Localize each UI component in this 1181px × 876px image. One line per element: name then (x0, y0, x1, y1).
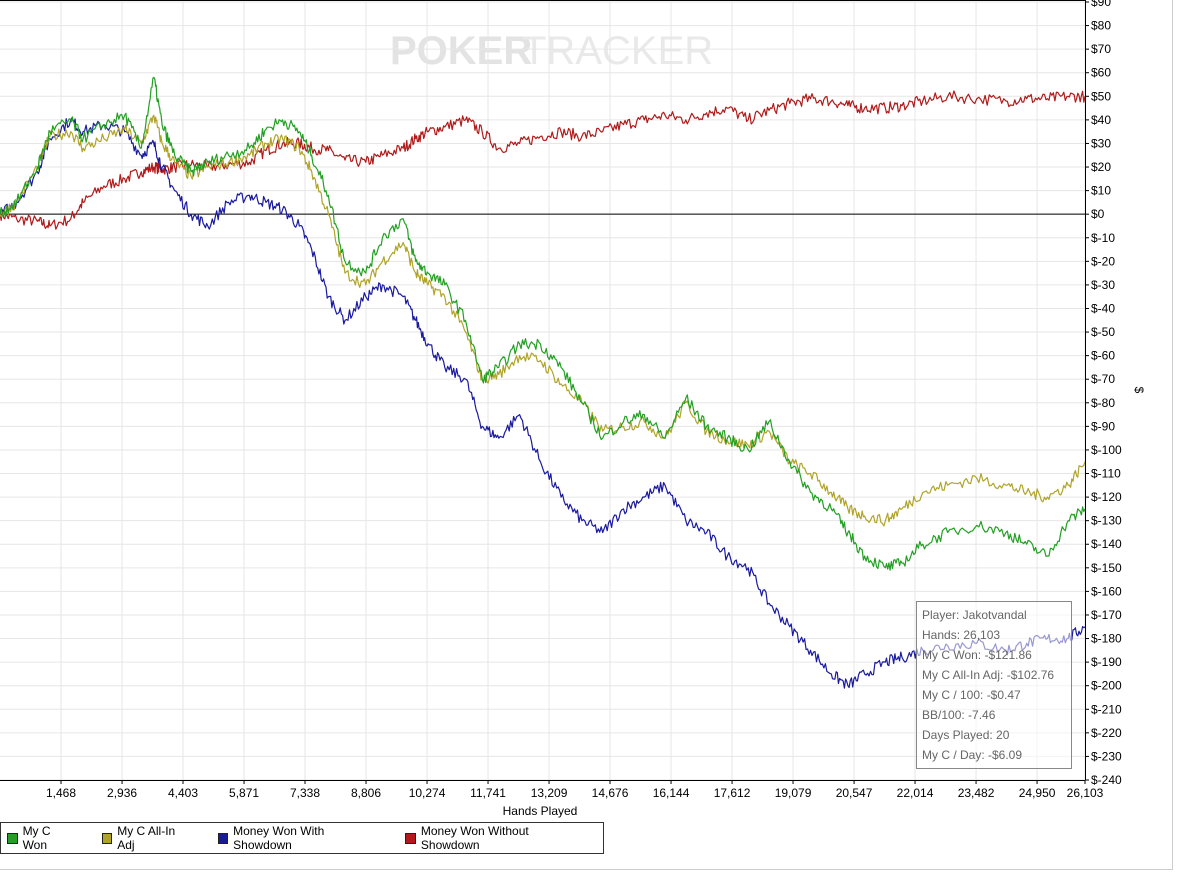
tooltip-bb100: BB/100: -7.46 (922, 708, 996, 722)
tooltip-per100: My C / 100: -$0.47 (922, 688, 1021, 702)
series-line-0 (0, 76, 1086, 571)
legend-label: Money Won With Showdown (233, 824, 325, 852)
panel-right-border (1172, 0, 1173, 870)
x-tick-label: 26,103 (1067, 786, 1104, 800)
y-tick-label: $-30 (1091, 278, 1115, 292)
y-tick-label: $-20 (1091, 254, 1115, 268)
y-tick-label: $50 (1091, 89, 1111, 103)
x-tick-label: 14,676 (592, 786, 629, 800)
x-tick-label: 17,612 (714, 786, 751, 800)
y-tick-label: $-220 (1091, 726, 1122, 740)
y-tick-label: $-70 (1091, 372, 1115, 386)
y-tick-label: $30 (1091, 136, 1111, 150)
y-tick-label: $-10 (1091, 231, 1115, 245)
hover-tooltip: Player: Jakotvandal Hands: 26,103 My C W… (916, 601, 1072, 769)
watermark-part1: POKER (390, 29, 532, 73)
y-tick-label: $-120 (1091, 490, 1122, 504)
y-tick-label: $-170 (1091, 608, 1122, 622)
y-tick-label: $0 (1091, 207, 1105, 221)
x-tick-label: 4,403 (168, 786, 198, 800)
legend-swatch (217, 832, 229, 844)
x-axis-label: Hands Played (503, 804, 578, 818)
legend-swatch (7, 832, 18, 844)
y-tick-label: $-160 (1091, 584, 1122, 598)
y-axis-label: $ (1132, 387, 1146, 394)
y-tick-label: $-230 (1091, 749, 1122, 763)
series-line-3 (0, 90, 1086, 230)
y-tick-label: $-150 (1091, 561, 1122, 575)
y-tick-label: $-40 (1091, 301, 1115, 315)
tooltip-won: My C Won: -$121.86 (922, 648, 1032, 662)
series-line-2 (0, 117, 1086, 689)
y-tick-label: $-240 (1091, 773, 1122, 787)
panel-bottom-border (0, 869, 1173, 870)
y-tick-label: $-110 (1091, 467, 1121, 481)
series-line-1 (0, 114, 1086, 527)
tooltip-allin: My C All-In Adj: -$102.76 (922, 668, 1055, 682)
y-tick-label: $-130 (1091, 514, 1122, 528)
y-tick-label: $-200 (1091, 679, 1122, 693)
y-tick-label: $20 (1091, 160, 1111, 174)
y-tick-label: $-180 (1091, 632, 1122, 646)
x-tick-label: 13,209 (531, 786, 568, 800)
y-tick-label: $40 (1091, 113, 1111, 127)
legend-swatch (101, 832, 113, 844)
x-tick-label: 8,806 (351, 786, 381, 800)
legend-label: My C Won (22, 824, 51, 852)
y-tick-label: $10 (1091, 184, 1111, 198)
y-tick-label: $-140 (1091, 537, 1122, 551)
tooltip-days: Days Played: 20 (922, 728, 1010, 742)
x-tick-label: 19,079 (775, 786, 812, 800)
legend-item-my-c-won[interactable]: My C Won (7, 824, 76, 852)
x-tick-label: 1,468 (46, 786, 76, 800)
x-tick-label: 5,871 (229, 786, 259, 800)
x-tick-label: 7,338 (290, 786, 320, 800)
y-tick-label: $-100 (1091, 443, 1122, 457)
y-tick-label: $80 (1091, 19, 1111, 33)
x-tick-label: 16,144 (653, 786, 690, 800)
legend-label: Money Won Without Showdown (420, 824, 529, 852)
y-tick-label: $-60 (1091, 349, 1115, 363)
y-tick-label: $70 (1091, 42, 1111, 56)
legend-label: My C All-In Adj (117, 824, 176, 852)
poker-tracker-watermark: POKER TRACKER (390, 29, 713, 73)
watermark-part2: TRACKER (522, 29, 713, 73)
tooltip-hands: Hands: 26,103 (922, 628, 1001, 642)
x-tick-label: 22,014 (897, 786, 934, 800)
legend-item-all-in-adj[interactable]: My C All-In Adj (101, 824, 192, 852)
y-tick-label: $-50 (1091, 325, 1115, 339)
legend-item-with-showdown[interactable]: Money Won With Showdown (217, 824, 380, 852)
chart-legend: My C Won My C All-In Adj Money Won With … (0, 822, 604, 854)
tooltip-perday: My C / Day: -$6.09 (922, 748, 1023, 762)
x-tick-label: 20,547 (836, 786, 873, 800)
x-tick-label: 10,274 (409, 786, 446, 800)
x-tick-label: 11,741 (470, 786, 506, 800)
y-tick-label: $-90 (1091, 419, 1115, 433)
legend-swatch (405, 832, 416, 844)
x-tick-label: 23,482 (958, 786, 995, 800)
x-tick-label: 24,950 (1019, 786, 1056, 800)
tooltip-player: Player: Jakotvandal (922, 608, 1027, 622)
y-tick-label: $90 (1091, 0, 1111, 9)
y-tick-label: $-190 (1091, 655, 1122, 669)
y-tick-label: $60 (1091, 66, 1111, 80)
legend-item-without-showdown[interactable]: Money Won Without Showdown (405, 824, 583, 852)
y-tick-label: $-80 (1091, 396, 1115, 410)
x-tick-label: 2,936 (107, 786, 137, 800)
y-tick-label: $-210 (1091, 702, 1122, 716)
